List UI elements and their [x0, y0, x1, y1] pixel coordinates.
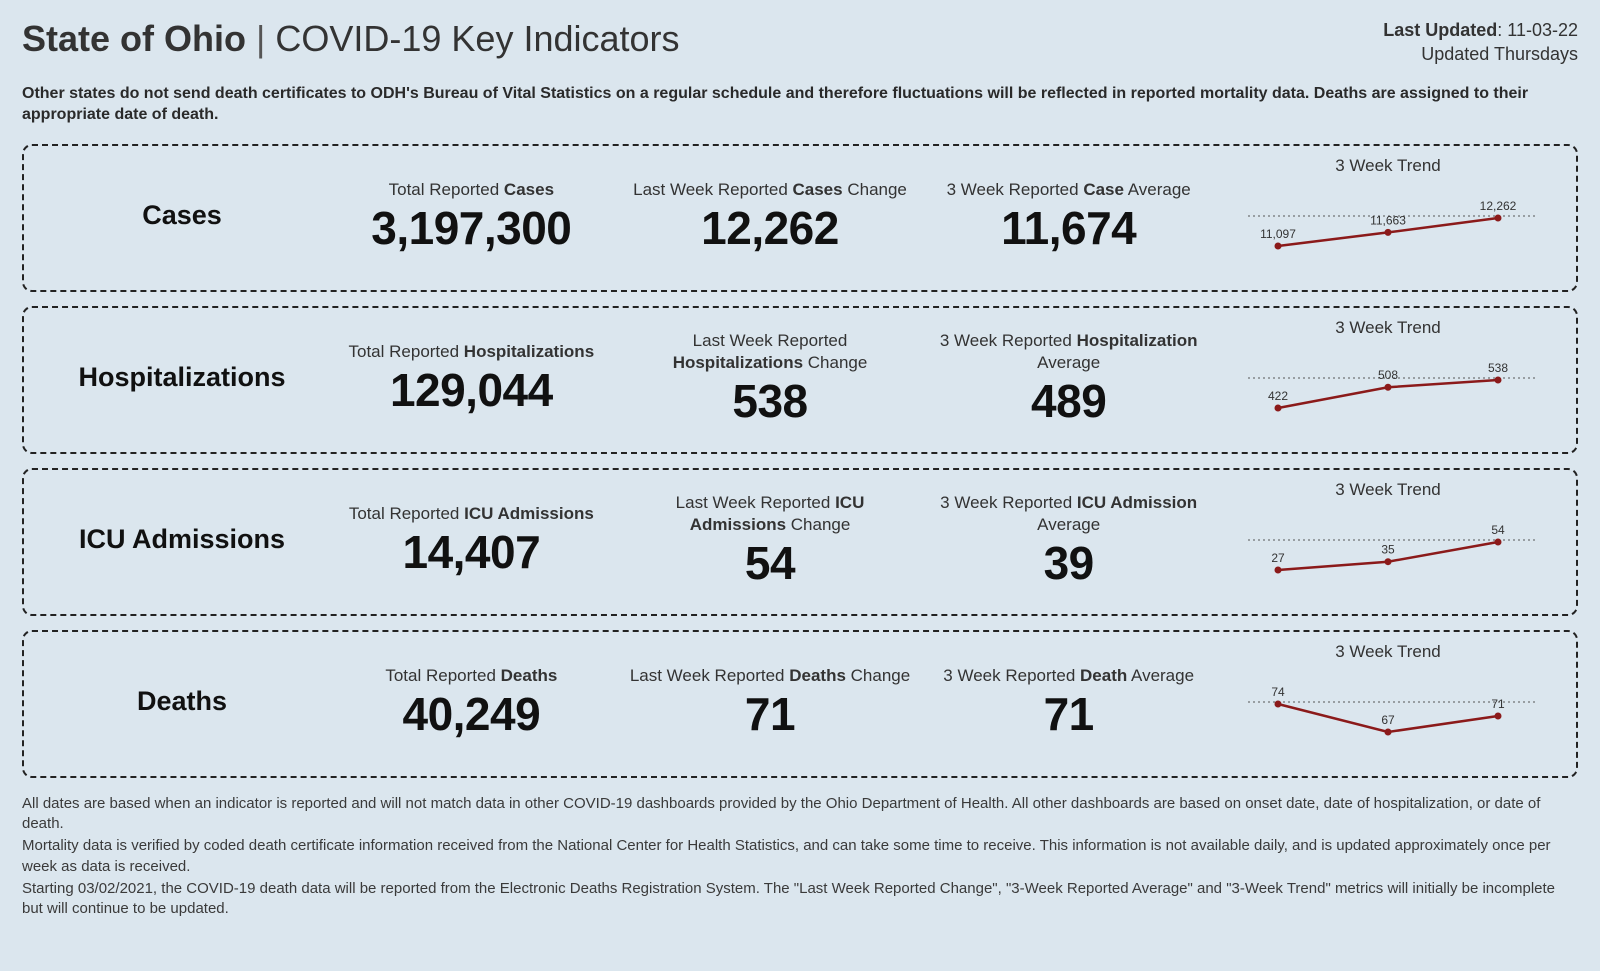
metric-label: Total Reported ICU Admissions [328, 503, 615, 524]
trend-sparkline: 11,097 11,663 12,262 [1218, 182, 1558, 262]
footer-notes: All dates are based when an indicator is… [22, 794, 1578, 920]
indicator-row-deaths: DeathsTotal Reported Deaths40,249Last We… [22, 630, 1578, 778]
metric-label: 3 Week Reported ICU Admission Average [925, 492, 1212, 535]
title-separator: | [256, 18, 275, 59]
title-state: State of Ohio [22, 18, 246, 59]
svg-text:11,663: 11,663 [1370, 213, 1406, 227]
update-info: Last Updated: 11-03-22 Updated Thursdays [1383, 18, 1578, 67]
metric-cell: Total Reported Cases 3,197,300 [322, 156, 621, 276]
title-subject: COVID-19 Key Indicators [275, 18, 679, 59]
svg-text:71: 71 [1491, 697, 1505, 711]
metric-cell: 3 Week Reported Case Average 11,674 [919, 156, 1218, 276]
trend-cell: 3 Week Trend 27 35 54 [1218, 480, 1558, 600]
svg-text:74: 74 [1271, 685, 1285, 699]
metric-value: 39 [925, 539, 1212, 587]
row-name: Hospitalizations [42, 318, 322, 438]
metric-cell: 3 Week Reported Death Average 71 [919, 642, 1218, 762]
metric-label: Last Week Reported Deaths Change [627, 665, 914, 686]
last-updated-colon: : [1497, 20, 1507, 40]
trend-cell: 3 Week Trend 422 508 538 [1218, 318, 1558, 438]
metric-cell: Last Week Reported Hospitalizations Chan… [621, 318, 920, 438]
svg-text:54: 54 [1491, 523, 1505, 537]
svg-text:422: 422 [1268, 389, 1288, 403]
metric-cell: Total Reported Hospitalizations 129,044 [322, 318, 621, 438]
indicator-row-hospitalizations: HospitalizationsTotal Reported Hospitali… [22, 306, 1578, 454]
indicator-rows: CasesTotal Reported Cases3,197,300Last W… [22, 144, 1578, 778]
metric-label: Last Week Reported Hospitalizations Chan… [627, 330, 914, 373]
footer-p2: Mortality data is verified by coded deat… [22, 836, 1578, 877]
row-name: ICU Admissions [42, 480, 322, 600]
svg-text:67: 67 [1381, 713, 1395, 727]
svg-text:11,097: 11,097 [1260, 227, 1296, 241]
trend-label: 3 Week Trend [1218, 480, 1558, 500]
row-name: Cases [42, 156, 322, 276]
last-updated-label: Last Updated [1383, 20, 1497, 40]
svg-text:12,262: 12,262 [1480, 199, 1517, 213]
trend-cell: 3 Week Trend 11,097 11,663 12,262 [1218, 156, 1558, 276]
metric-label: 3 Week Reported Case Average [925, 179, 1212, 200]
trend-cell: 3 Week Trend 74 67 71 [1218, 642, 1558, 762]
metric-value: 40,249 [328, 690, 615, 738]
metric-label: 3 Week Reported Death Average [925, 665, 1212, 686]
metric-value: 11,674 [925, 204, 1212, 252]
metric-cell: Last Week Reported Cases Change 12,262 [621, 156, 920, 276]
metric-value: 14,407 [328, 528, 615, 576]
metric-value: 12,262 [627, 204, 914, 252]
footer-p3: Starting 03/02/2021, the COVID-19 death … [22, 879, 1578, 920]
metric-cell: Total Reported Deaths 40,249 [322, 642, 621, 762]
metric-label: Last Week Reported Cases Change [627, 179, 914, 200]
last-updated-value: 11-03-22 [1507, 20, 1578, 40]
row-metrics: Total Reported Hospitalizations 129,044 La… [322, 318, 1218, 438]
metric-value: 71 [627, 690, 914, 738]
update-cadence: Updated Thursdays [1383, 42, 1578, 66]
row-name: Deaths [42, 642, 322, 762]
trend-sparkline: 422 508 538 [1218, 344, 1558, 424]
row-metrics: Total Reported Cases3,197,300Last Week R… [322, 156, 1218, 276]
metric-value: 538 [627, 377, 914, 425]
svg-text:508: 508 [1378, 368, 1398, 382]
metric-cell: 3 Week Reported ICU Admission Average39 [919, 480, 1218, 600]
row-metrics: Total Reported Deaths40,249Last Week Rep… [322, 642, 1218, 762]
indicator-row-cases: CasesTotal Reported Cases3,197,300Last W… [22, 144, 1578, 292]
metric-label: Total Reported Cases [328, 179, 615, 200]
metric-label: Last Week Reported ICU Admissions Change [627, 492, 914, 535]
svg-text:27: 27 [1271, 551, 1285, 565]
metric-cell: Last Week Reported ICU Admissions Change… [621, 480, 920, 600]
trend-label: 3 Week Trend [1218, 642, 1558, 662]
metric-value: 54 [627, 539, 914, 587]
metric-value: 489 [925, 377, 1212, 425]
metric-value: 3,197,300 [328, 204, 615, 252]
row-metrics: Total Reported ICU Admissions14,407Last … [322, 480, 1218, 600]
trend-sparkline: 27 35 54 [1218, 506, 1558, 586]
indicator-row-icu: ICU AdmissionsTotal Reported ICU Admissi… [22, 468, 1578, 616]
svg-text:35: 35 [1381, 542, 1395, 556]
metric-cell: 3 Week Reported Hospitalization Average4… [919, 318, 1218, 438]
trend-label: 3 Week Trend [1218, 318, 1558, 338]
page-title: State of Ohio | COVID-19 Key Indicators [22, 18, 680, 60]
metric-cell: Last Week Reported Deaths Change 71 [621, 642, 920, 762]
metric-label: 3 Week Reported Hospitalization Average [925, 330, 1212, 373]
metric-label: Total Reported Hospitalizations [328, 341, 615, 362]
metric-value: 129,044 [328, 366, 615, 414]
trend-label: 3 Week Trend [1218, 156, 1558, 176]
footer-p1: All dates are based when an indicator is… [22, 794, 1578, 835]
metric-label: Total Reported Deaths [328, 665, 615, 686]
trend-sparkline: 74 67 71 [1218, 668, 1558, 748]
metric-cell: Total Reported ICU Admissions 14,407 [322, 480, 621, 600]
svg-text:538: 538 [1488, 361, 1508, 375]
metric-value: 71 [925, 690, 1212, 738]
header: State of Ohio | COVID-19 Key Indicators … [22, 18, 1578, 67]
top-note: Other states do not send death certifica… [22, 83, 1578, 126]
